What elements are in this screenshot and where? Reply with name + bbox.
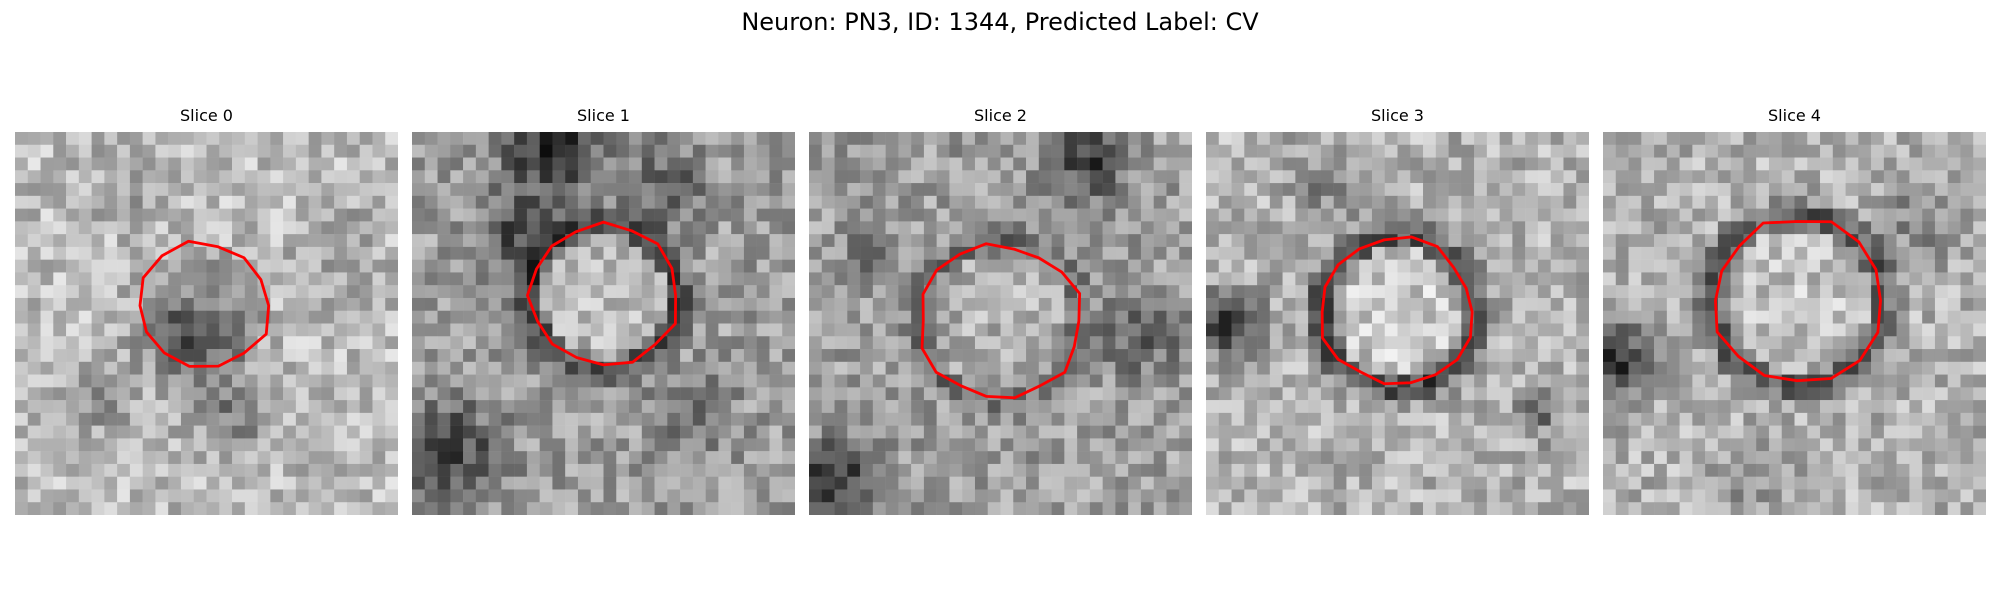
- slice-image: [1603, 132, 1986, 515]
- slice-title: Slice 0: [180, 106, 233, 125]
- slice-image: [412, 132, 795, 515]
- cell-contour: [920, 242, 1082, 400]
- slice-title: Slice 2: [974, 106, 1027, 125]
- cell-contour: [138, 239, 271, 368]
- slice-title: Slice 1: [577, 106, 630, 125]
- slice-image: [15, 132, 398, 515]
- cell-contour: [526, 220, 678, 367]
- cell-contour: [1714, 220, 1882, 383]
- cell-contour: [1320, 235, 1474, 386]
- slice-image: [1206, 132, 1589, 515]
- slice-image: [809, 132, 1192, 515]
- slice-title: Slice 3: [1371, 106, 1424, 125]
- slice-title: Slice 4: [1768, 106, 1821, 125]
- figure-title: Neuron: PN3, ID: 1344, Predicted Label: …: [741, 8, 1259, 36]
